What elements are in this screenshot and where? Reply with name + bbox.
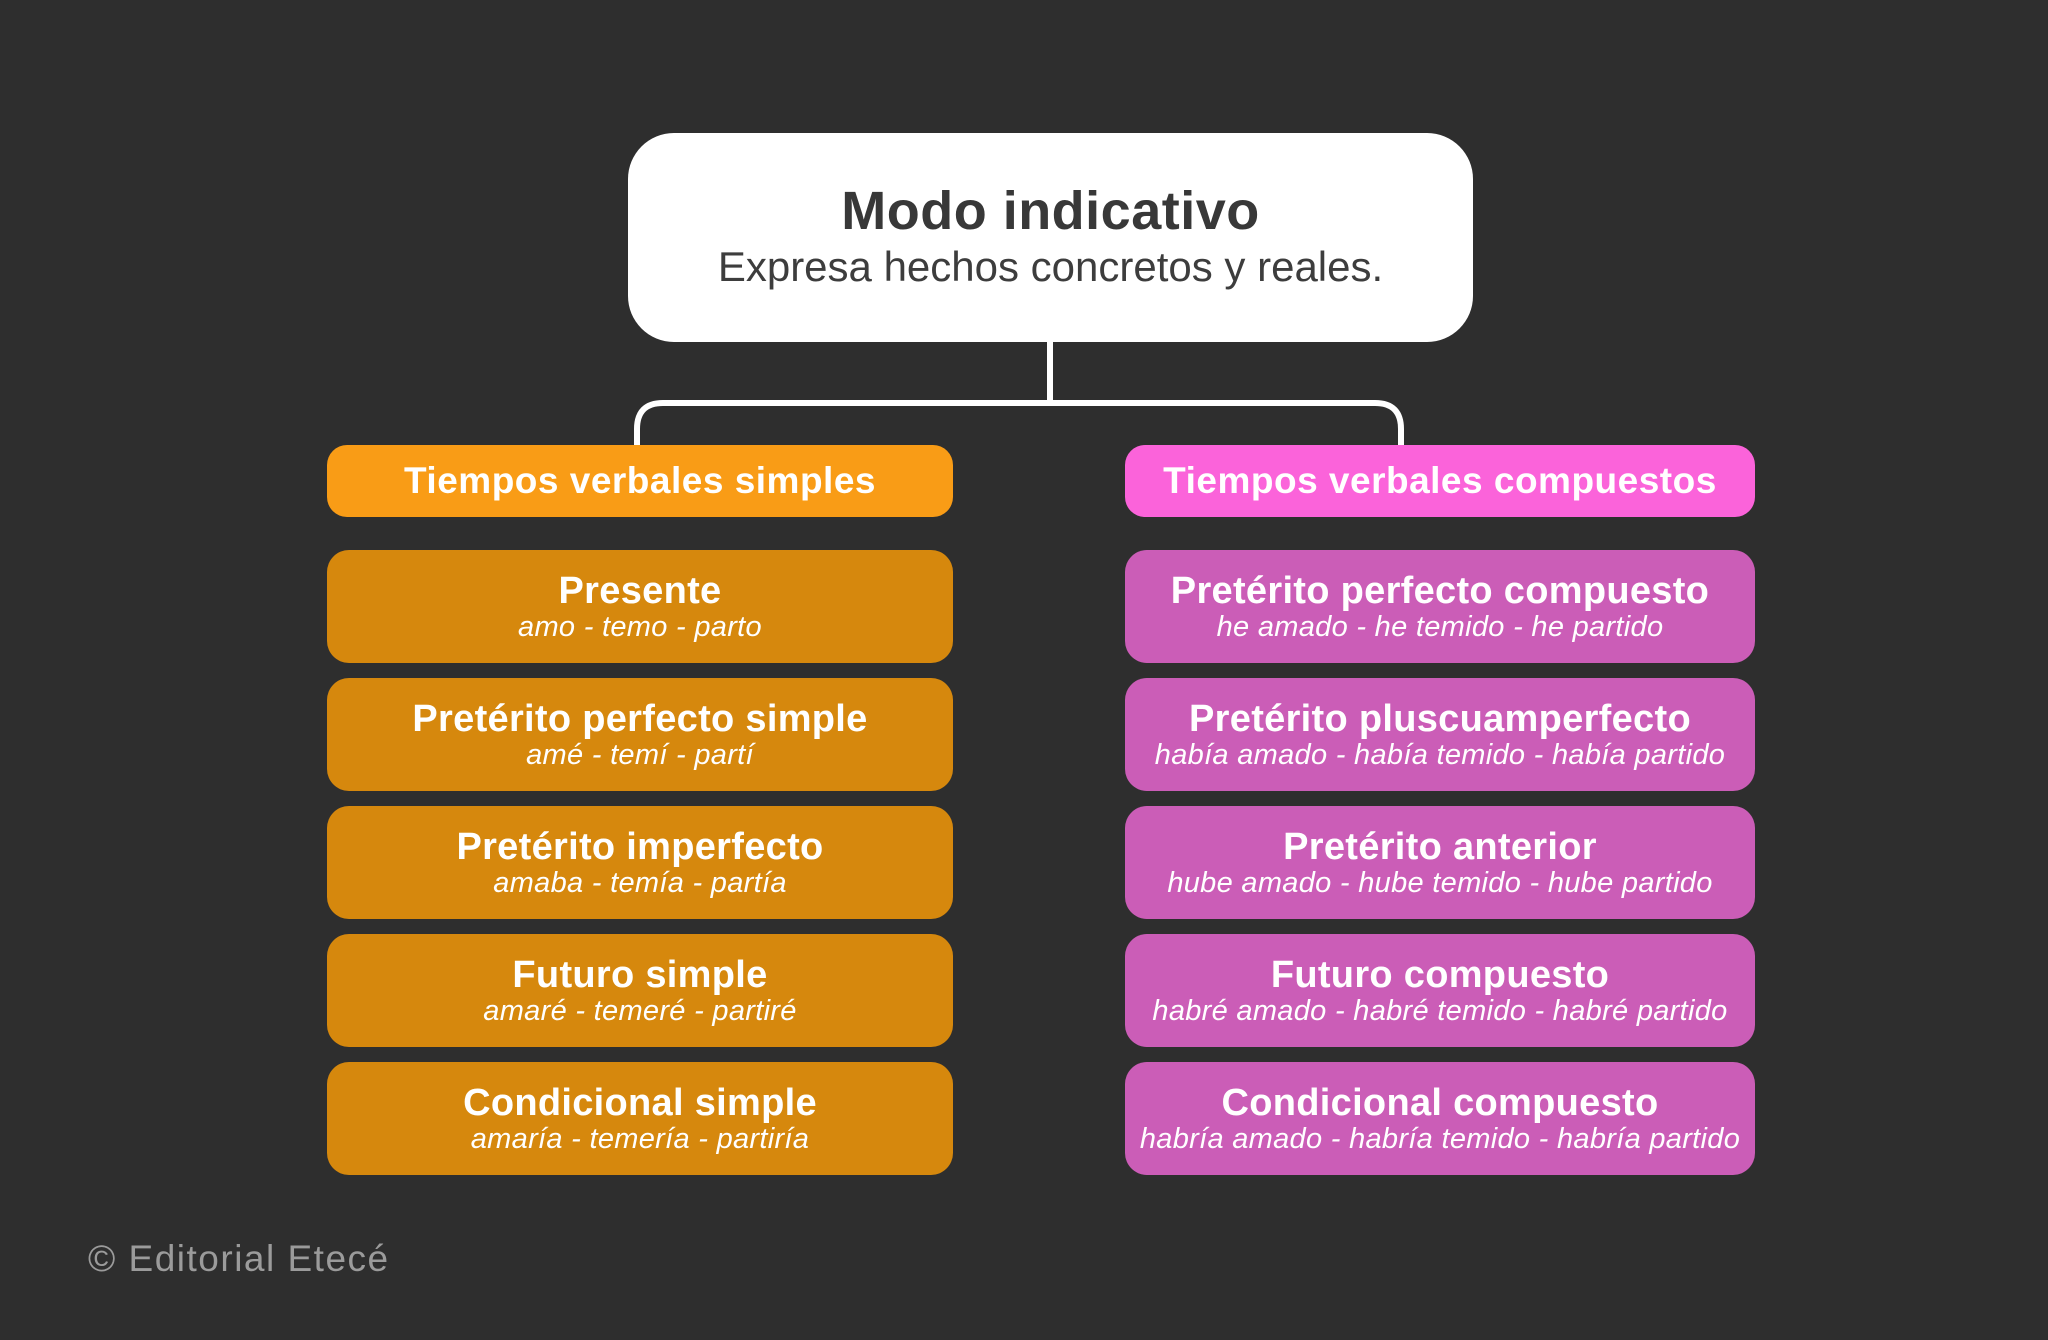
tense-examples: amaría - temería - partiría <box>470 1122 810 1155</box>
tense-examples: amaba - temía - partía <box>493 866 787 899</box>
tense-examples: amé - temí - partí <box>526 738 754 771</box>
tense-box-condicional-simple: Condicional simple amaría - temería - pa… <box>327 1062 953 1175</box>
tense-name: Pretérito perfecto compuesto <box>1170 569 1710 612</box>
page-subtitle: Expresa hechos concretos y reales. <box>717 243 1384 291</box>
tense-examples: hube amado - hube temido - hube partido <box>1167 866 1713 899</box>
tense-box-preterito-pluscuamperfecto: Pretérito pluscuamperfecto había amado -… <box>1125 678 1755 791</box>
tense-name: Presente <box>558 569 722 612</box>
tense-box-preterito-perfecto-compuesto: Pretérito perfecto compuesto he amado - … <box>1125 550 1755 663</box>
tense-box-preterito-imperfecto: Pretérito imperfecto amaba - temía - par… <box>327 806 953 919</box>
tense-box-preterito-anterior: Pretérito anterior hube amado - hube tem… <box>1125 806 1755 919</box>
tense-examples: habré amado - habré temido - habré parti… <box>1152 994 1728 1027</box>
tense-name: Pretérito pluscuamperfecto <box>1189 697 1691 740</box>
title-card: Modo indicativo Expresa hechos concretos… <box>628 133 1473 342</box>
tense-name: Pretérito anterior <box>1283 825 1597 868</box>
tense-name: Pretérito imperfecto <box>456 825 824 868</box>
compound-tenses-header: Tiempos verbales compuestos <box>1125 445 1755 517</box>
tense-name: Pretérito perfecto simple <box>412 697 868 740</box>
tense-examples: he amado - he temido - he partido <box>1216 610 1664 643</box>
tense-examples: amo - temo - parto <box>518 610 762 643</box>
tense-name: Futuro simple <box>512 953 768 996</box>
simple-tenses-header: Tiempos verbales simples <box>327 445 953 517</box>
tense-name: Condicional simple <box>463 1081 817 1124</box>
tense-name: Futuro compuesto <box>1270 953 1610 996</box>
tense-box-presente: Presente amo - temo - parto <box>327 550 953 663</box>
tense-box-condicional-compuesto: Condicional compuesto habría amado - hab… <box>1125 1062 1755 1175</box>
tense-box-preterito-perfecto-simple: Pretérito perfecto simple amé - temí - p… <box>327 678 953 791</box>
page-title: Modo indicativo <box>841 181 1260 242</box>
tense-examples: amaré - temeré - partiré <box>483 994 797 1027</box>
tense-box-futuro-simple: Futuro simple amaré - temeré - partiré <box>327 934 953 1047</box>
tense-name: Condicional compuesto <box>1221 1081 1659 1124</box>
tense-examples: habría amado - habría temido - habría pa… <box>1139 1122 1741 1155</box>
copyright-notice: © Editorial Etecé <box>88 1238 390 1279</box>
tense-examples: había amado - había temido - había parti… <box>1154 738 1726 771</box>
tense-box-futuro-compuesto: Futuro compuesto habré amado - habré tem… <box>1125 934 1755 1047</box>
